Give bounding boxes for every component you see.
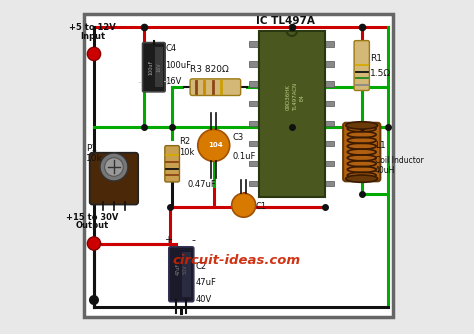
Bar [249,61,259,66]
Text: 1.5Ω: 1.5Ω [370,69,391,78]
Text: R3 820Ω: R3 820Ω [191,65,229,74]
Text: 0.1uF: 0.1uF [232,152,255,161]
Circle shape [232,193,255,217]
Text: L1: L1 [375,141,386,150]
Text: 0.47uF: 0.47uF [187,180,216,189]
FancyBboxPatch shape [354,41,369,91]
Bar [249,181,259,186]
Text: C4: C4 [165,44,177,53]
Bar [325,81,335,87]
Text: 09D36HK
TL497ACN
E4: 09D36HK TL497ACN E4 [286,83,304,111]
Text: IC TL497A: IC TL497A [256,16,315,26]
Bar [249,81,259,87]
Bar [182,252,191,297]
Bar [325,101,335,107]
Circle shape [87,237,100,250]
Bar [325,121,335,127]
Text: R2
10k: R2 10k [179,137,194,157]
Circle shape [100,153,128,181]
Bar [325,161,335,166]
Circle shape [105,158,123,176]
Text: 50V: 50V [183,264,188,274]
FancyBboxPatch shape [143,43,165,92]
FancyBboxPatch shape [343,123,380,181]
Text: C1: C1 [255,202,266,211]
Text: Coil Inductor: Coil Inductor [375,156,424,165]
FancyBboxPatch shape [90,153,138,205]
Text: circuit-ideas.com: circuit-ideas.com [173,254,301,267]
Text: +: + [164,235,172,245]
Text: 47uF: 47uF [195,279,216,288]
Bar [325,61,335,66]
Text: 16V: 16V [165,77,182,86]
Text: 104: 104 [208,142,223,148]
Bar [325,181,335,186]
Text: Input: Input [80,32,105,41]
FancyBboxPatch shape [84,14,393,317]
Bar [325,41,335,47]
Text: R1: R1 [370,54,382,63]
Ellipse shape [346,122,378,129]
Text: +15 to 30V: +15 to 30V [66,213,118,222]
Text: 16V: 16V [157,62,162,72]
FancyBboxPatch shape [190,79,241,96]
Text: +5 to 12V: +5 to 12V [69,23,116,32]
Text: C2: C2 [195,262,207,271]
Ellipse shape [346,175,378,182]
FancyBboxPatch shape [169,247,194,302]
Bar [155,47,163,87]
FancyBboxPatch shape [165,146,180,182]
Text: 40V: 40V [195,295,212,304]
Bar [249,101,259,107]
Text: Output: Output [76,221,109,230]
Bar [259,31,325,197]
Text: -: - [192,235,196,245]
Text: P1
10k: P1 10k [86,144,102,163]
Text: 100uF: 100uF [165,60,191,69]
Text: -: - [138,77,142,87]
Bar [325,141,335,146]
Text: 47uF: 47uF [175,263,181,275]
Bar [249,161,259,166]
Circle shape [198,129,230,161]
Text: 40uH: 40uH [375,166,395,175]
Text: C3: C3 [232,133,243,142]
Circle shape [87,47,100,60]
Bar [249,121,259,127]
Text: +: + [163,77,171,87]
Bar [249,141,259,146]
Text: 100uF: 100uF [149,59,154,75]
Circle shape [90,296,98,304]
Bar [249,41,259,47]
